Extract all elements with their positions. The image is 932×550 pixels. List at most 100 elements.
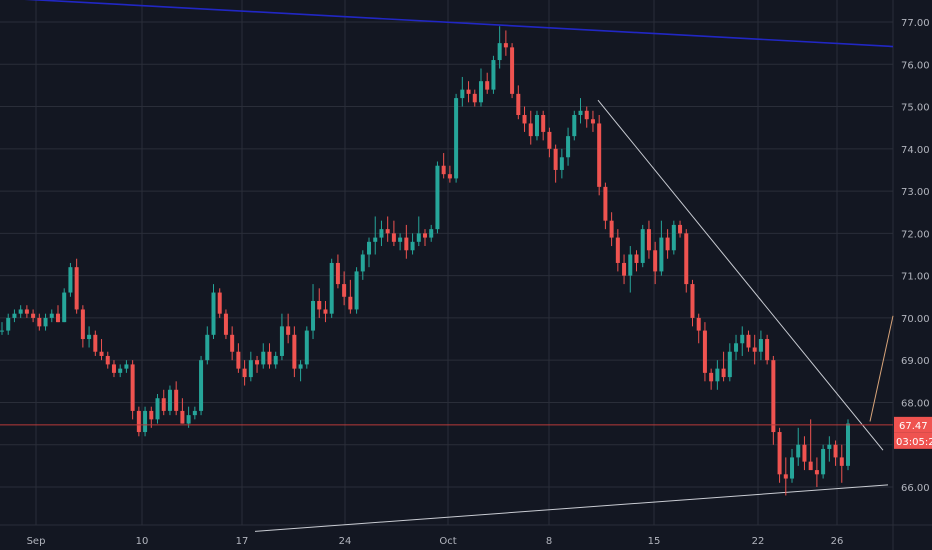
- candle-body: [603, 186, 608, 221]
- candle-body: [18, 309, 23, 314]
- price-tick-label: 73.00: [901, 187, 930, 198]
- candle-body: [590, 119, 595, 124]
- candle-body: [808, 461, 813, 471]
- candle-body: [752, 347, 757, 352]
- candle-body: [342, 284, 347, 297]
- time-tick-label: 26: [831, 536, 844, 547]
- candle-body: [678, 224, 683, 234]
- price-tick-label: 77.00: [901, 18, 930, 29]
- candle-body: [727, 351, 732, 378]
- candle-body: [622, 262, 627, 276]
- candle-body: [578, 110, 583, 115]
- candle-body: [335, 262, 340, 285]
- candle-body: [31, 313, 36, 318]
- candle-body: [534, 115, 539, 137]
- candle-body: [323, 309, 328, 314]
- candle-body: [223, 313, 228, 335]
- candle-body: [684, 233, 689, 285]
- candle-body: [478, 81, 483, 103]
- candle-body: [37, 317, 42, 327]
- candle-body: [0, 330, 4, 332]
- last-price-value: 67.47: [899, 421, 928, 432]
- candle-body: [105, 355, 110, 365]
- time-tick-label: 22: [752, 536, 765, 547]
- candle-body: [348, 296, 353, 310]
- time-tick-label: 17: [236, 536, 249, 547]
- candle-body: [721, 368, 726, 378]
- candle-body: [111, 364, 116, 373]
- candle-body: [547, 131, 552, 149]
- time-tick-label: 24: [339, 536, 352, 547]
- candle-body: [559, 157, 564, 170]
- countdown-value: 03:05:27: [896, 437, 932, 448]
- time-axis[interactable]: Sep 10 17 24 Oct 8 15 22 26: [27, 536, 844, 547]
- candle-body: [846, 423, 850, 466]
- candle-body: [671, 224, 676, 251]
- candle-body: [155, 398, 160, 420]
- candle-body: [460, 89, 465, 99]
- candle-body: [130, 364, 135, 411]
- candle-body: [423, 233, 427, 238]
- candle-body: [584, 110, 589, 120]
- candle-body: [528, 123, 533, 137]
- candle-body: [435, 165, 440, 230]
- candle-body: [199, 360, 204, 411]
- candle-body: [790, 457, 795, 479]
- candle-body: [68, 267, 73, 293]
- candle-body: [317, 301, 322, 310]
- candle-body: [304, 330, 309, 365]
- candle-body: [180, 410, 185, 424]
- candle-body: [522, 115, 527, 124]
- candle-body: [715, 368, 720, 382]
- candle-body: [192, 410, 197, 416]
- candle-body: [553, 148, 558, 170]
- candle-body: [286, 326, 291, 335]
- candle-body: [379, 229, 384, 238]
- candle-body: [640, 229, 645, 263]
- price-tick-label: 75.00: [901, 103, 930, 114]
- candle-body: [267, 351, 272, 365]
- candle-body: [236, 351, 241, 369]
- candle-body: [441, 165, 446, 175]
- candle-body: [205, 334, 210, 361]
- candle-body: [416, 233, 421, 242]
- ascending-support-line: [254, 484, 889, 532]
- candle-body: [503, 43, 508, 48]
- candle-body: [55, 313, 60, 323]
- time-tick-label: Oct: [439, 536, 456, 547]
- time-tick-label: 8: [546, 536, 552, 547]
- candle-body: [771, 360, 776, 433]
- price-tick-label: 72.00: [901, 229, 930, 240]
- candle-body: [802, 444, 807, 462]
- candle-body: [609, 220, 614, 238]
- candle-body: [136, 410, 141, 433]
- candle-body: [447, 174, 452, 179]
- candle-body: [398, 237, 403, 242]
- candle-body: [74, 267, 79, 310]
- candle-body: [777, 432, 782, 475]
- candle-body: [242, 368, 247, 378]
- last-price-tag: 67.47: [894, 416, 932, 433]
- candle-body: [230, 334, 235, 352]
- candle-body: [292, 334, 297, 369]
- candle-body: [161, 398, 166, 411]
- candle-body: [821, 448, 826, 475]
- candle-body: [87, 334, 92, 340]
- price-tick-label: 76.00: [901, 60, 930, 71]
- candle-body: [311, 301, 316, 331]
- candle-body: [24, 309, 29, 314]
- candle-body: [510, 47, 515, 94]
- candle-body: [248, 360, 253, 378]
- price-tick-label: 66.00: [901, 483, 930, 494]
- candle-body: [298, 364, 303, 369]
- candle-body: [472, 93, 477, 103]
- descending-trendline-line: [597, 99, 884, 451]
- candle-body: [261, 351, 266, 365]
- candle-body: [454, 98, 459, 179]
- candle-body: [329, 262, 334, 314]
- candle-body: [653, 250, 658, 272]
- candle-body: [634, 254, 639, 263]
- price-tick-label: 74.00: [901, 145, 930, 156]
- candle-body: [217, 292, 222, 314]
